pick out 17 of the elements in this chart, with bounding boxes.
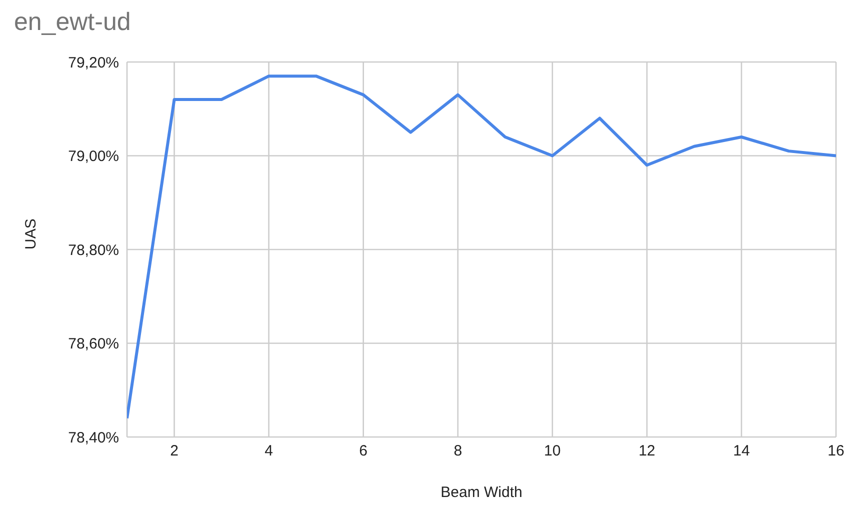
y-tick-label: 78,80% [68, 242, 119, 259]
chart-title: en_ewt-ud [14, 8, 131, 37]
x-tick-label: 10 [544, 442, 561, 460]
x-tick-label: 12 [638, 442, 656, 460]
x-tick-label: 14 [733, 442, 750, 460]
y-tick-label: 79,00% [68, 148, 119, 166]
x-axis-title: Beam Width [440, 484, 522, 501]
y-axis-title: UAS [22, 218, 40, 250]
x-tick-label: 16 [828, 442, 844, 460]
y-tick-label: 79,20% [68, 54, 119, 72]
y-tick-label: 78,60% [68, 336, 119, 353]
line-series [127, 74, 836, 420]
y-tick-label: 78,40% [68, 429, 119, 446]
x-tick-label: 2 [170, 442, 178, 460]
x-tick-label: 8 [454, 442, 462, 460]
x-tick-label: 6 [359, 442, 368, 460]
x-tick-label: 4 [264, 442, 273, 460]
